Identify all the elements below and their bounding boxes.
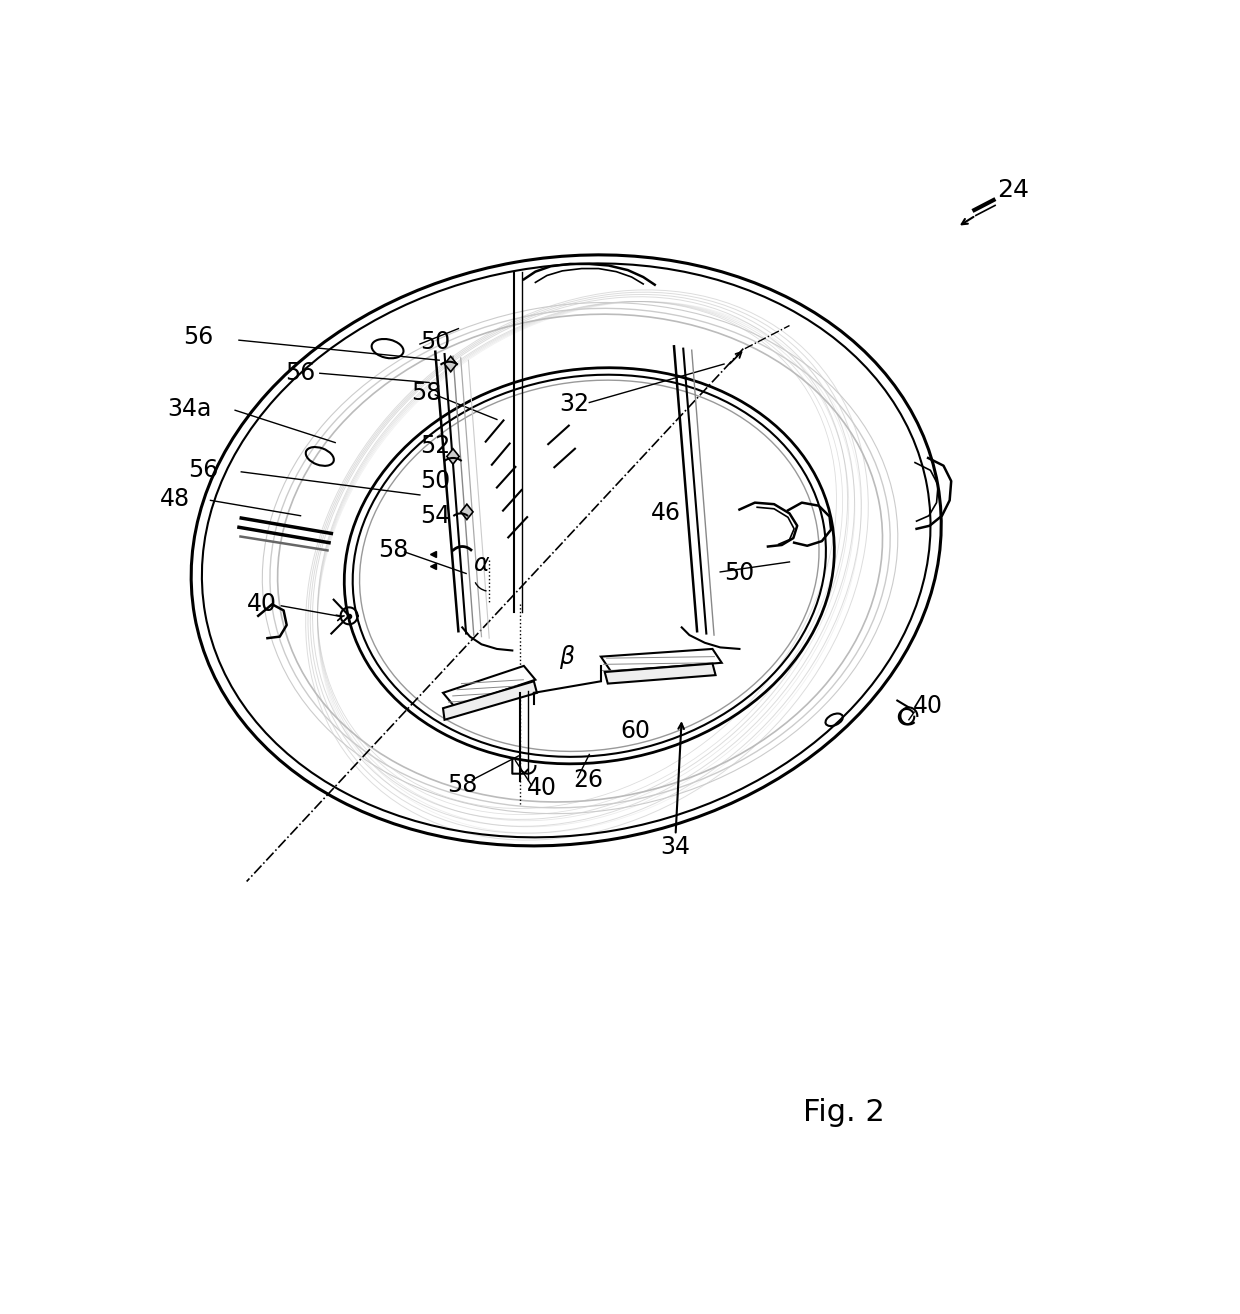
Text: 48: 48 [160,486,191,511]
Polygon shape [446,449,459,464]
Text: 46: 46 [651,502,681,526]
Polygon shape [601,649,722,671]
Polygon shape [443,666,536,707]
Text: 24: 24 [997,177,1029,202]
Polygon shape [443,681,537,720]
Text: 58: 58 [378,539,408,562]
Text: 32: 32 [559,392,589,417]
Text: 60: 60 [620,719,651,744]
Polygon shape [444,356,456,372]
Text: 40: 40 [247,593,277,616]
Text: 40: 40 [913,694,944,717]
Text: 34: 34 [661,834,691,859]
Text: 50: 50 [420,331,450,355]
Text: Fig. 2: Fig. 2 [802,1099,884,1127]
Text: 40: 40 [527,775,557,799]
Text: α: α [474,552,490,577]
Text: 50: 50 [724,561,755,586]
Text: 58: 58 [410,381,441,405]
Polygon shape [605,664,715,683]
Text: 58: 58 [448,773,477,798]
Text: 34a: 34a [167,397,212,420]
Text: 50: 50 [420,469,450,493]
Polygon shape [461,505,472,519]
Text: 56: 56 [184,325,213,350]
Text: 56: 56 [188,459,218,482]
Text: 56: 56 [285,361,316,385]
Text: 52: 52 [420,435,450,459]
Text: β: β [559,645,574,669]
Text: 54: 54 [420,503,450,528]
Text: 26: 26 [573,767,603,792]
